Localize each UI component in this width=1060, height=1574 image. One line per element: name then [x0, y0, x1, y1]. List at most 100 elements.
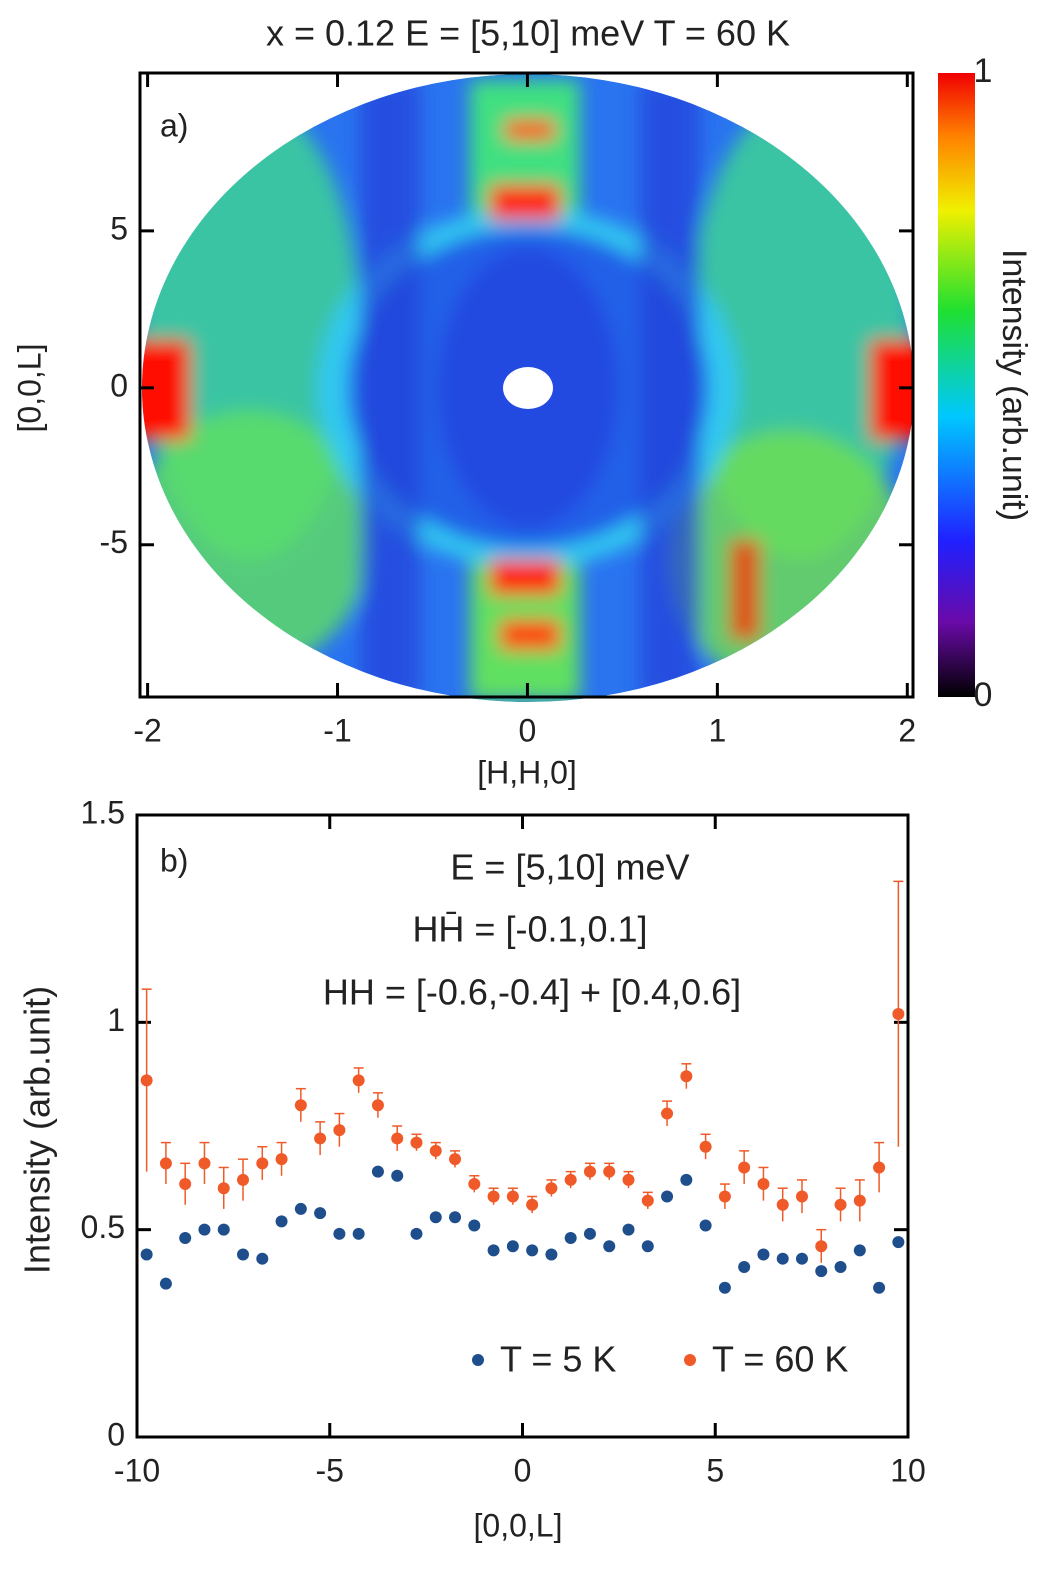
x-tick-label: -5: [316, 1452, 344, 1488]
y-tick-label: 1.5: [81, 794, 125, 830]
data-point: [583, 1227, 596, 1240]
data-point: [159, 1157, 172, 1170]
data-point: [526, 1198, 539, 1211]
data-point: [506, 1240, 519, 1253]
data-point: [449, 1211, 462, 1224]
data-point: [410, 1227, 423, 1240]
data-point: [179, 1231, 192, 1244]
data-point: [391, 1132, 404, 1145]
colorbar-tick-label: 1: [974, 52, 993, 90]
data-point: [680, 1173, 693, 1186]
data-point: [757, 1248, 770, 1261]
data-point: [314, 1132, 327, 1145]
x-tick-label: 10: [890, 1452, 926, 1488]
data-point: [834, 1260, 847, 1273]
data-point: [718, 1281, 731, 1294]
data-point: [892, 1008, 905, 1021]
data-point: [564, 1173, 577, 1186]
data-point: [487, 1190, 500, 1203]
colorbar: [938, 73, 975, 697]
data-point: [603, 1240, 616, 1253]
panel-label: b): [160, 842, 188, 878]
data-point: [275, 1153, 288, 1166]
data-point: [352, 1227, 365, 1240]
data-point: [371, 1099, 384, 1112]
data-point: [198, 1223, 211, 1236]
y-tick-label: 5: [110, 210, 128, 246]
data-point: [275, 1215, 288, 1228]
data-point: [159, 1277, 172, 1290]
annotation: HH̄ = [-0.1,0.1]: [412, 909, 647, 950]
data-point: [468, 1178, 481, 1191]
data-point: [873, 1281, 886, 1294]
data-point: [661, 1190, 674, 1203]
y-axis-label: Intensity (arb.unit): [17, 986, 58, 1274]
data-point: [506, 1190, 519, 1203]
y-tick-label: 0: [110, 367, 128, 403]
data-point: [237, 1173, 250, 1186]
data-point: [564, 1231, 577, 1244]
data-point: [487, 1244, 500, 1257]
data-point: [699, 1140, 712, 1153]
data-point: [468, 1219, 481, 1232]
data-point: [198, 1157, 211, 1170]
x-tick-label: 1: [708, 712, 726, 748]
panel-label: a): [160, 107, 188, 143]
x-axis-label: [0,0,L]: [474, 1507, 563, 1543]
data-point: [795, 1252, 808, 1265]
data-point: [776, 1252, 789, 1265]
y-tick-label: 1: [107, 1002, 125, 1038]
x-tick-label: -2: [133, 712, 161, 748]
legend-label: T = 5 K: [500, 1339, 616, 1380]
data-point: [853, 1244, 866, 1257]
data-point: [853, 1194, 866, 1207]
data-point: [314, 1207, 327, 1220]
legend-marker: [472, 1354, 484, 1366]
data-point: [429, 1211, 442, 1224]
data-point: [892, 1236, 905, 1249]
data-point: [661, 1107, 674, 1120]
data-point: [217, 1182, 230, 1195]
data-point: [429, 1144, 442, 1157]
data-point: [410, 1136, 423, 1149]
annotation: E = [5,10] meV: [450, 847, 689, 888]
x-axis-label: [H,H,0]: [477, 754, 577, 790]
data-point: [795, 1190, 808, 1203]
data-point: [583, 1165, 596, 1178]
data-point: [391, 1169, 404, 1182]
data-point: [873, 1161, 886, 1174]
data-point: [237, 1248, 250, 1261]
data-point: [738, 1161, 751, 1174]
y-axis-label: [0,0,L]: [11, 344, 47, 433]
x-tick-label: 0: [514, 1452, 532, 1488]
legend-marker: [684, 1354, 696, 1366]
heatmap-image: [142, 74, 914, 702]
data-point: [256, 1157, 269, 1170]
y-tick-label: -5: [100, 524, 128, 560]
data-point: [641, 1194, 654, 1207]
data-point: [333, 1227, 346, 1240]
annotation: HH = [-0.6,-0.4] + [0.4,0.6]: [323, 972, 741, 1013]
data-point: [217, 1223, 230, 1236]
data-point: [449, 1153, 462, 1166]
x-tick-label: 5: [706, 1452, 724, 1488]
chart-title: x = 0.12 E = [5,10] meV T = 60 K: [266, 13, 790, 54]
x-tick-label: -1: [323, 712, 351, 748]
data-point: [776, 1198, 789, 1211]
x-tick-label: -10: [114, 1452, 160, 1488]
data-point: [179, 1178, 192, 1191]
data-point: [526, 1244, 539, 1257]
data-point: [256, 1252, 269, 1265]
data-point: [603, 1165, 616, 1178]
data-point: [815, 1240, 828, 1253]
y-tick-label: 0.5: [81, 1209, 125, 1245]
data-point: [545, 1182, 558, 1195]
data-point: [622, 1223, 635, 1236]
data-point: [140, 1248, 153, 1261]
data-point: [641, 1240, 654, 1253]
data-point: [738, 1260, 751, 1273]
data-point: [294, 1099, 307, 1112]
data-point: [352, 1074, 365, 1087]
legend-label: T = 60 K: [712, 1339, 848, 1380]
